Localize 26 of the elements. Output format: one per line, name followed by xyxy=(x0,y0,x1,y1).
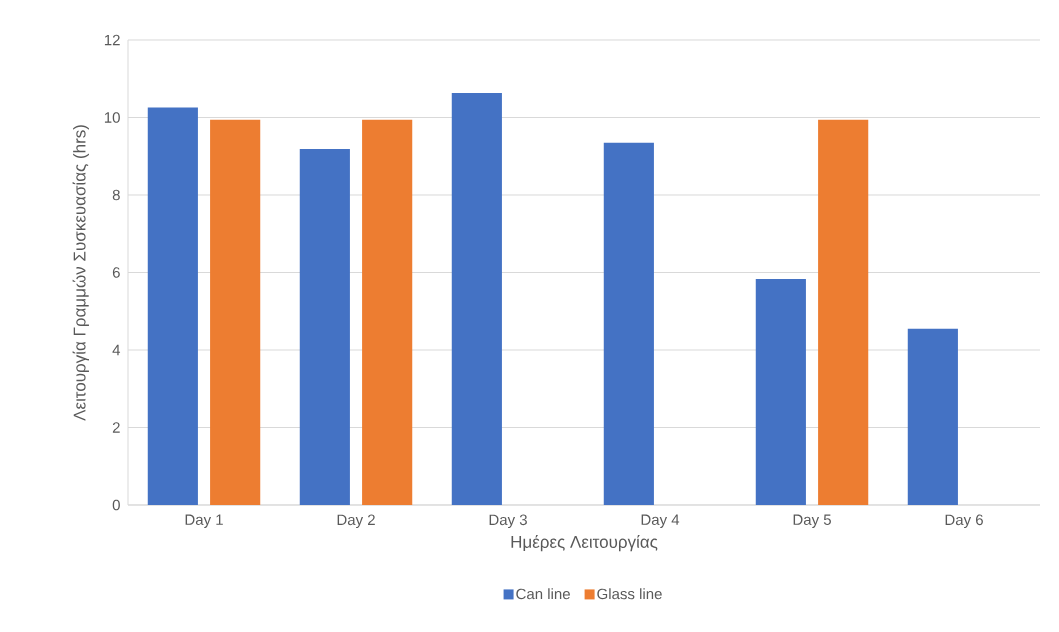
bar xyxy=(818,119,869,505)
bar xyxy=(210,119,261,505)
x-tick-label: Day 5 xyxy=(793,514,831,528)
y-tick-label: 6 xyxy=(112,267,120,278)
bar xyxy=(755,279,806,505)
bar xyxy=(299,148,350,505)
y-tick-label: 2 xyxy=(112,422,120,433)
y-tick-label: 0 xyxy=(112,499,120,511)
y-tick-label: 4 xyxy=(112,344,121,356)
bar xyxy=(907,328,958,505)
bar xyxy=(603,142,654,505)
x-tick-label: Day 3 xyxy=(489,514,527,529)
legend-label: Can line xyxy=(516,588,570,600)
bar xyxy=(451,93,502,505)
x-tick-label: Day 1 xyxy=(185,514,223,528)
legend-label: Glass line xyxy=(597,588,662,600)
y-tick-label: 10 xyxy=(104,112,120,123)
y-tick-label: 8 xyxy=(112,189,120,201)
y-axis-title: Λειτουργία Γραμμών Συσκευασίας (hrs) xyxy=(72,125,89,421)
bar xyxy=(362,119,413,505)
x-tick-label: Day 4 xyxy=(641,514,680,528)
x-tick-label: Day 6 xyxy=(945,514,983,529)
x-tick-label: Day 2 xyxy=(337,514,375,529)
bar xyxy=(147,107,198,505)
x-axis-title: Ημέρες Λειτουργίας xyxy=(511,534,658,552)
y-tick-label: 12 xyxy=(104,34,120,46)
